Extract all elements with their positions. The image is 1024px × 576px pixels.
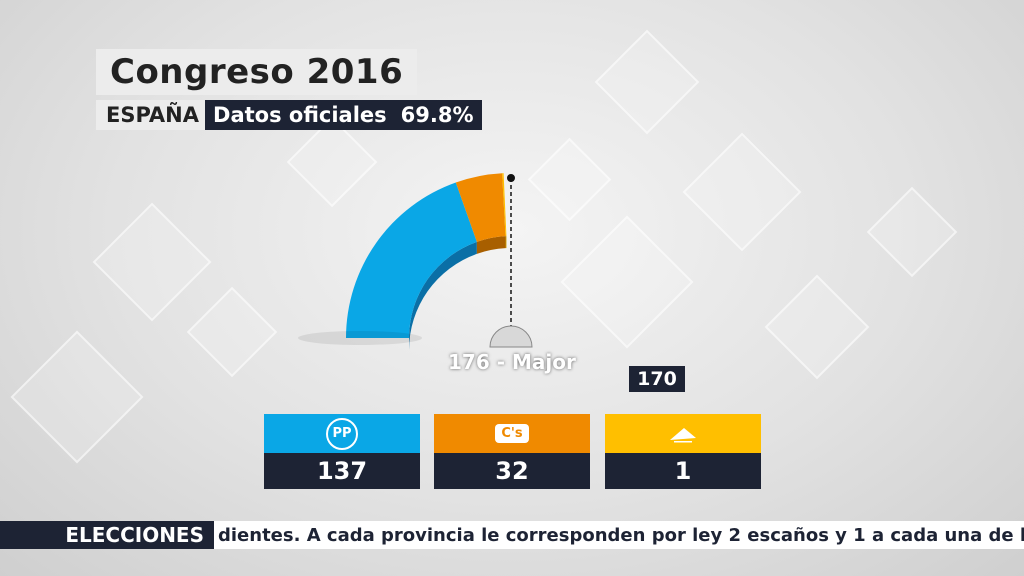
majority-base-dome: [489, 325, 533, 348]
party-color-pp: PP: [264, 414, 420, 453]
party-seats-cs: 32: [434, 453, 590, 489]
party-card-cs: C's 32: [434, 414, 590, 489]
foro-logo-icon: [670, 427, 696, 442]
party-card-foro: 1: [605, 414, 761, 489]
pp-logo-icon: PP: [326, 417, 358, 450]
party-color-cs: C's: [434, 414, 590, 453]
hemicycle-base-shadow: [298, 331, 422, 345]
hemicycle-wall: [505, 236, 507, 249]
ticker-text: dientes. A cada provincia le corresponde…: [218, 524, 1024, 546]
region-label: ESPAÑA: [96, 100, 206, 130]
data-status: Datos oficiales 69.8%: [205, 100, 482, 130]
majority-label: 176 - Major: [448, 350, 576, 374]
hemicycle-arcs: [346, 173, 507, 350]
party-card-pp: PP 137: [264, 414, 420, 489]
hemicycle-segment: [346, 182, 477, 338]
ticker-label: ELECCIONES: [0, 521, 214, 549]
counted-percent: 69.8%: [400, 103, 474, 127]
majority-marker-dot: [507, 174, 515, 182]
hemicycle-segment: [455, 173, 506, 242]
cs-logo-icon: C's: [495, 424, 529, 443]
party-seats-pp: 137: [264, 453, 420, 489]
news-ticker: ELECCIONES dientes. A cada provincia le …: [0, 521, 1024, 549]
title-box: Congreso 2016: [96, 49, 418, 95]
hemicycle-wall: [409, 241, 477, 350]
hemicycle-segment: [502, 173, 507, 237]
subtitle-row: ESPAÑA Datos oficiales 69.8%: [96, 100, 482, 130]
party-seats-foro: 1: [605, 453, 761, 489]
data-status-label: Datos oficiales: [213, 103, 387, 127]
party-color-foro: [605, 414, 761, 453]
hemicycle-wall: [476, 236, 506, 254]
bloc-total-badge: 170: [629, 366, 685, 392]
page-title: Congreso 2016: [110, 52, 404, 92]
